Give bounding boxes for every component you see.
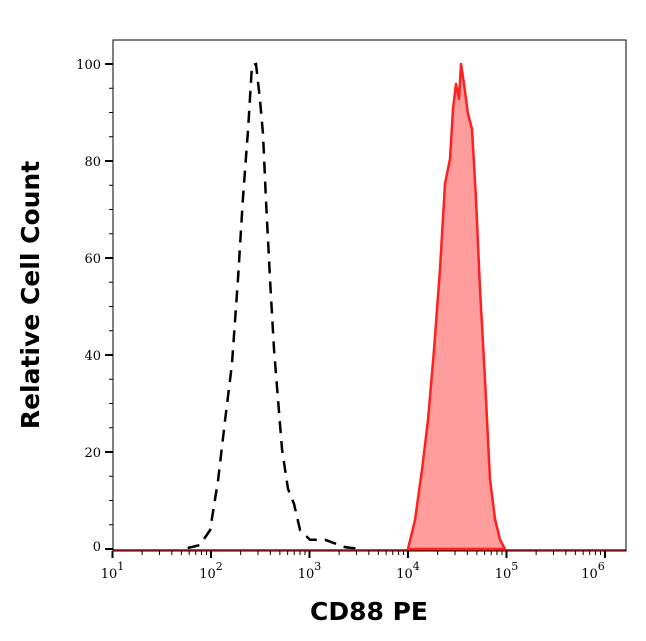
x-tick-label: 102 [199, 560, 223, 582]
x-tick-base: 10 [396, 567, 413, 582]
x-tick-base: 10 [298, 567, 315, 582]
plot-frame [112, 39, 627, 552]
x-tick-base: 10 [495, 567, 512, 582]
y-tick-label: 20 [84, 446, 101, 461]
series-filled-histogram [406, 62, 507, 551]
x-tick-exponent: 4 [413, 560, 420, 573]
x-tick-base: 10 [199, 567, 216, 582]
x-tick-base: 10 [101, 567, 118, 582]
x-tick-label: 103 [298, 560, 322, 582]
x-tick-label: 104 [396, 560, 420, 582]
x-tick-exponent: 6 [598, 560, 605, 573]
y-tick-label: 0 [93, 540, 101, 555]
y-tick-label: 40 [84, 349, 101, 364]
x-tick-base: 10 [581, 567, 598, 582]
y-tick-label: 100 [76, 58, 101, 73]
y-tick-label: 80 [84, 155, 101, 170]
y-axis-label: Relative Cell Count [16, 161, 45, 429]
x-axis-label: CD88 PE [310, 597, 428, 626]
x-tick-exponent: 1 [117, 560, 124, 573]
x-tick-exponent: 2 [216, 560, 223, 573]
x-tick-label: 105 [495, 560, 519, 582]
series-dashed-histogram [187, 62, 361, 551]
x-tick-exponent: 5 [511, 560, 518, 573]
x-tick-exponent: 3 [314, 560, 321, 573]
x-tick-label: 106 [581, 560, 605, 582]
plot-area [113, 62, 626, 551]
x-tick-label: 101 [101, 560, 125, 582]
y-tick-label: 60 [84, 252, 101, 267]
